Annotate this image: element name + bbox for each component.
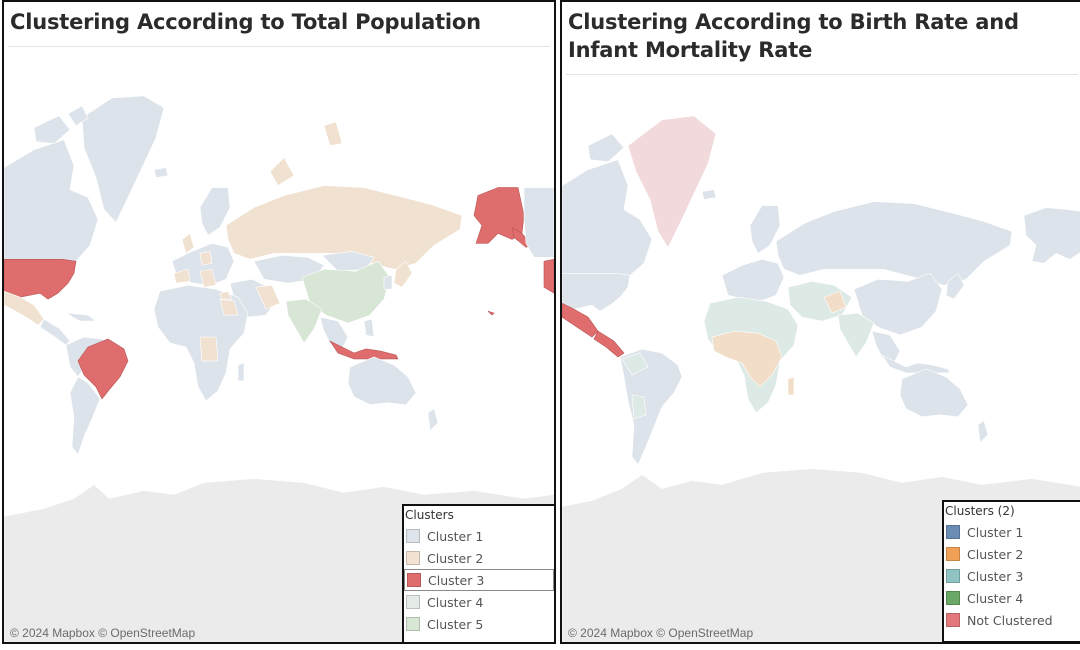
right-legend-swatch bbox=[946, 547, 960, 561]
right-legend-label: Cluster 4 bbox=[967, 590, 1024, 606]
right-legend-label: Not Clustered bbox=[967, 612, 1053, 628]
greenland bbox=[627, 115, 717, 249]
western-europe-cluster2 bbox=[173, 250, 217, 288]
left-legend-item[interactable]: Cluster 3 bbox=[404, 569, 554, 591]
mexico bbox=[562, 302, 599, 338]
right-legend-item[interactable]: Cluster 3 bbox=[944, 565, 1080, 587]
left-map-attribution[interactable]: © 2024 Mapbox © OpenStreetMap bbox=[10, 626, 196, 640]
new-zealand bbox=[427, 408, 439, 432]
south-america-cluster3 bbox=[621, 352, 649, 420]
australia bbox=[347, 356, 417, 406]
madagascar bbox=[237, 362, 245, 382]
south-america bbox=[619, 348, 683, 466]
left-legend-swatch bbox=[406, 617, 420, 631]
left-legend-item[interactable]: Cluster 4 bbox=[404, 591, 554, 613]
right-legend-item[interactable]: Cluster 1 bbox=[944, 521, 1080, 543]
arctic-islands bbox=[587, 133, 625, 163]
right-legend-swatch bbox=[946, 591, 960, 605]
left-legend-swatch bbox=[407, 573, 421, 587]
brazil bbox=[77, 338, 129, 400]
right-legend-item[interactable]: Cluster 2 bbox=[944, 543, 1080, 565]
philippines bbox=[363, 318, 375, 338]
right-map-title: Clustering According to Birth Rate and I… bbox=[568, 10, 1019, 62]
left-legend-item[interactable]: Cluster 5 bbox=[404, 613, 554, 635]
madagascar bbox=[787, 376, 795, 396]
caribbean bbox=[65, 312, 97, 322]
united-states bbox=[4, 258, 77, 300]
united-kingdom bbox=[181, 232, 195, 254]
left-legend-item[interactable]: Cluster 1 bbox=[404, 525, 554, 547]
southern-south-america bbox=[69, 376, 101, 456]
left-legend-swatch bbox=[406, 551, 420, 565]
japan bbox=[393, 260, 413, 288]
new-zealand bbox=[977, 420, 989, 444]
right-legend-swatch bbox=[946, 525, 960, 539]
left-legend: Clusters Cluster 1 Cluster 2 Cluster 3 Clus… bbox=[402, 504, 554, 642]
right-map-attribution[interactable]: © 2024 Mapbox © OpenStreetMap bbox=[568, 626, 754, 640]
iceland bbox=[701, 189, 717, 200]
korea bbox=[383, 274, 393, 290]
right-legend-item[interactable]: Cluster 4 bbox=[944, 587, 1080, 609]
indonesia bbox=[329, 340, 399, 360]
india bbox=[837, 312, 875, 358]
europe bbox=[721, 259, 785, 302]
right-legend-label: Cluster 2 bbox=[967, 546, 1024, 562]
africa-cluster2 bbox=[199, 290, 239, 362]
central-america bbox=[39, 318, 71, 346]
iran bbox=[255, 284, 281, 310]
left-legend-label: Cluster 4 bbox=[427, 594, 484, 610]
right-legend-swatch bbox=[946, 613, 960, 627]
left-legend-item[interactable]: Cluster 2 bbox=[404, 547, 554, 569]
right-title-divider bbox=[566, 74, 1078, 75]
left-title-divider bbox=[8, 46, 550, 47]
right-legend-title: Clusters (2) bbox=[945, 504, 1015, 518]
right-legend-label: Cluster 3 bbox=[967, 568, 1024, 584]
left-map-title: Clustering According to Total Population bbox=[10, 10, 481, 34]
scandinavia bbox=[749, 205, 781, 254]
left-legend-items: Cluster 1 Cluster 2 Cluster 3 Cluster 4 Clus… bbox=[404, 525, 554, 635]
japan bbox=[945, 272, 965, 300]
central-america bbox=[593, 330, 625, 358]
alaska bbox=[1023, 207, 1080, 264]
russia bbox=[225, 185, 463, 270]
mongolia bbox=[321, 251, 375, 272]
right-legend-item[interactable]: Not Clustered bbox=[944, 609, 1080, 631]
russian-islands bbox=[269, 121, 343, 186]
greenland bbox=[81, 95, 165, 223]
left-map-panel: Clustering According to Total Population bbox=[2, 0, 556, 644]
united-states-east-edge bbox=[543, 258, 554, 294]
left-legend-title: Clusters bbox=[405, 508, 454, 522]
right-legend-items: Cluster 1 Cluster 2 Cluster 3 Cluster 4 Not … bbox=[944, 521, 1080, 631]
russia bbox=[775, 201, 1013, 286]
mexico bbox=[4, 290, 45, 326]
india bbox=[285, 298, 323, 344]
united-states bbox=[562, 273, 631, 312]
indonesia bbox=[881, 354, 951, 374]
right-legend: Clusters (2) Cluster 1 Cluster 2 Cluster 3… bbox=[942, 500, 1080, 642]
left-legend-swatch bbox=[406, 595, 420, 609]
canada bbox=[4, 139, 99, 262]
left-legend-label: Cluster 1 bbox=[427, 528, 484, 544]
right-map-panel: Clustering According to Birth Rate and I… bbox=[560, 0, 1080, 644]
right-legend-label: Cluster 1 bbox=[967, 524, 1024, 540]
left-legend-label: Cluster 5 bbox=[427, 616, 484, 632]
afghanistan-pakistan bbox=[823, 290, 847, 314]
sub-saharan-cluster2 bbox=[711, 330, 783, 388]
alaska bbox=[473, 187, 525, 244]
left-legend-swatch bbox=[406, 529, 420, 543]
right-legend-swatch bbox=[946, 569, 960, 583]
canada-east-edge bbox=[523, 187, 554, 258]
left-legend-label: Cluster 3 bbox=[428, 572, 485, 588]
scandinavia bbox=[199, 187, 231, 236]
australia bbox=[899, 368, 969, 418]
iceland bbox=[153, 167, 169, 178]
arctic-islands bbox=[33, 105, 89, 144]
pacific-islands bbox=[487, 310, 495, 316]
left-legend-label: Cluster 2 bbox=[427, 550, 484, 566]
